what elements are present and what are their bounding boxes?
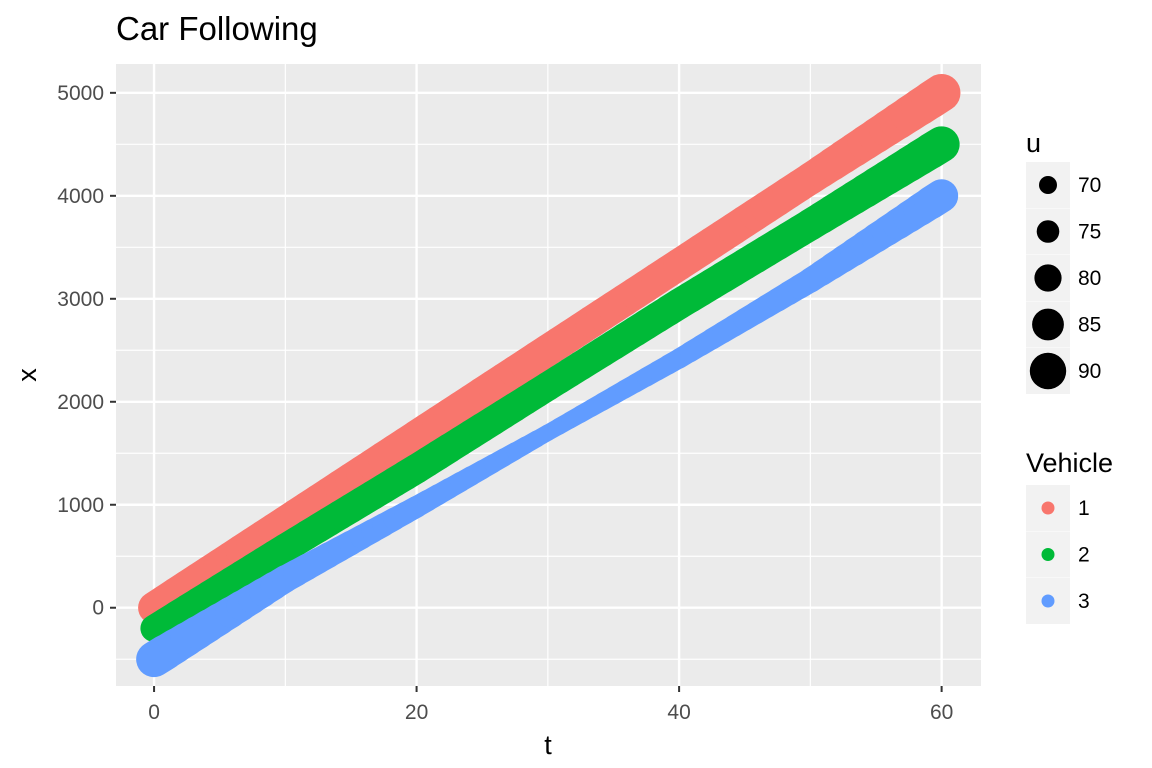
legend-size-dot <box>1036 220 1060 243</box>
legend-color-label: 3 <box>1078 590 1090 613</box>
grid-major <box>116 64 981 686</box>
x-tick-label: 60 <box>930 701 953 724</box>
y-tick-label: 3000 <box>57 288 104 311</box>
series-1 <box>138 73 961 624</box>
legend-size-label: 90 <box>1078 360 1101 383</box>
legend-color-label: 1 <box>1078 497 1090 520</box>
y-tick-label: 2000 <box>57 391 104 414</box>
legend-size-dot <box>1032 308 1064 341</box>
legend-color-title: Vehicle <box>1026 448 1113 478</box>
y-tick-label: 5000 <box>57 82 104 105</box>
series-layer <box>136 73 961 678</box>
legend-size-dot <box>1029 352 1067 390</box>
legend-size-title: u <box>1026 128 1041 158</box>
legend-size-label: 75 <box>1078 221 1101 244</box>
y-tick-label: 0 <box>92 597 104 620</box>
y-tick-label: 1000 <box>57 494 104 517</box>
series-2 <box>140 126 960 642</box>
series-3 <box>136 179 959 678</box>
legend-color-dot <box>1041 501 1055 515</box>
legend-size-dot <box>1039 176 1057 194</box>
legend-size: u 70 75 80 85 90 <box>1026 128 1101 394</box>
legend-color-dot <box>1041 548 1055 561</box>
axis-ticks: 0 20 40 60 0 1000 2000 3000 4000 5000 <box>57 82 953 724</box>
x-tick-label: 20 <box>405 701 428 724</box>
legend-color: Vehicle 1 2 3 <box>1026 448 1113 624</box>
legend-size-label: 80 <box>1078 267 1101 290</box>
legend-size-label: 70 <box>1078 174 1101 197</box>
series-1-segment <box>911 73 961 119</box>
legend-color-dot <box>1041 594 1055 608</box>
x-tick-label: 0 <box>148 701 160 724</box>
legend-size-dot <box>1034 264 1062 292</box>
legend-size-label: 85 <box>1078 314 1101 337</box>
x-axis-title: t <box>544 730 552 760</box>
series-2-segment <box>912 126 960 170</box>
chart-title: Car Following <box>116 10 318 47</box>
x-tick-label: 40 <box>667 701 690 724</box>
series-3-segment <box>914 179 959 220</box>
legend-color-label: 2 <box>1078 544 1090 567</box>
y-axis-title: x <box>12 368 42 382</box>
y-tick-label: 4000 <box>57 185 104 208</box>
